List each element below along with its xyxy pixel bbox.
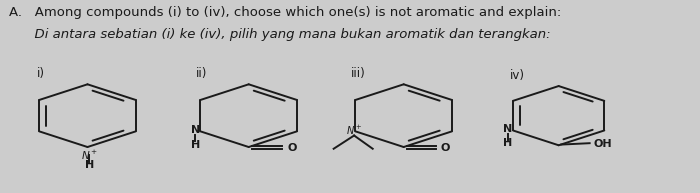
Text: iv): iv)	[510, 69, 525, 82]
Text: i): i)	[36, 67, 45, 80]
Text: H: H	[503, 138, 512, 148]
Text: H: H	[85, 160, 94, 170]
Text: N: N	[503, 124, 512, 134]
Text: iii): iii)	[351, 67, 365, 80]
Text: $N^+$: $N^+$	[346, 124, 362, 137]
Text: H: H	[191, 140, 200, 150]
Text: O: O	[287, 143, 297, 153]
Text: N: N	[191, 125, 200, 135]
Text: $N^+$: $N^+$	[80, 149, 98, 162]
Text: ii): ii)	[196, 67, 207, 80]
Text: O: O	[441, 143, 450, 153]
Text: A.   Among compounds (i) to (iv), choose which one(s) is not aromatic and explai: A. Among compounds (i) to (iv), choose w…	[9, 6, 561, 19]
Text: OH: OH	[594, 139, 612, 149]
Text: Di antara sebatian (i) ke (iv), pilih yang mana bukan aromatik dan terangkan:: Di antara sebatian (i) ke (iv), pilih ya…	[9, 28, 551, 41]
